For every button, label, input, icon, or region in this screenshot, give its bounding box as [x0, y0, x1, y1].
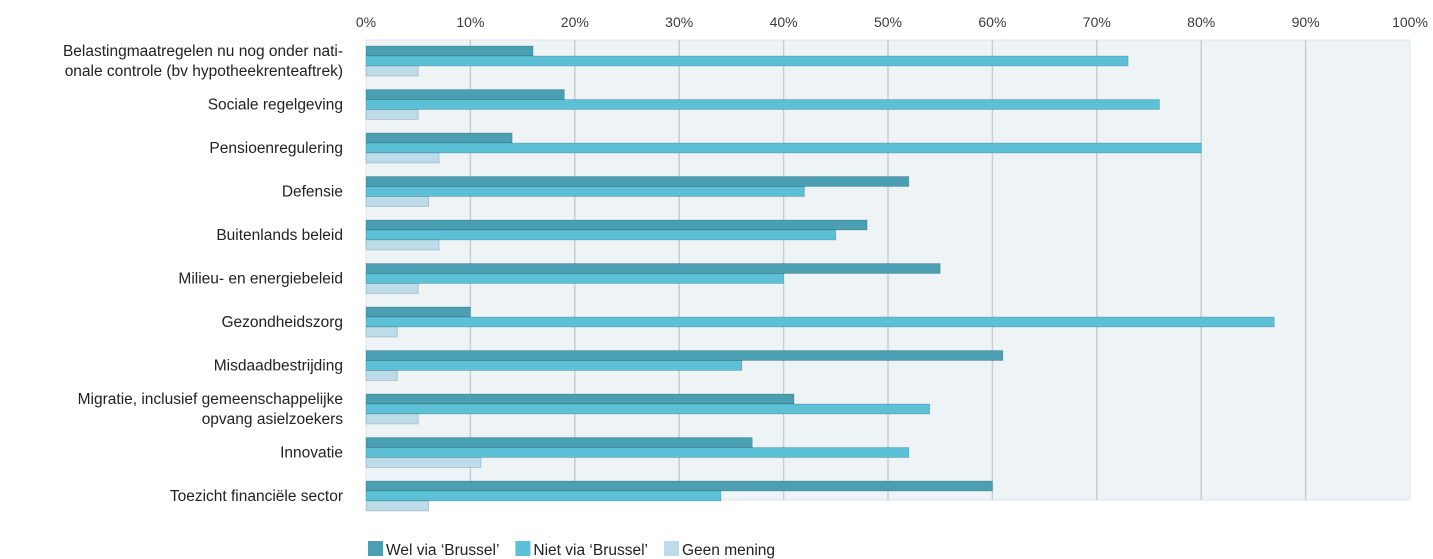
category-label: Misdaadbestrijding: [214, 358, 343, 375]
bar-3: [365, 239, 440, 251]
bar-2: [365, 229, 837, 241]
x-tick-label: 100%: [1392, 14, 1428, 30]
bar-3: [365, 370, 398, 381]
bar-2: [365, 55, 1129, 67]
x-tick-label: 80%: [1187, 14, 1215, 30]
category-label-line: Migratie, inclusief gemeenschappelijke: [78, 391, 343, 408]
category-label-line: Toezicht financiële sector: [170, 488, 343, 505]
category-label-line: Belastingmaatregelen nu nog onder nati-: [63, 43, 343, 60]
x-tick-label: 0%: [356, 14, 376, 30]
x-tick-label: 40%: [770, 14, 798, 30]
category-label-line: Pensioenregulering: [209, 140, 343, 157]
bar-1: [365, 176, 910, 187]
category-label-line: Gezondheidszorg: [222, 314, 344, 331]
bar-2: [365, 99, 1160, 110]
bar-3: [365, 283, 419, 294]
bar-3: [365, 457, 482, 468]
x-tick-label: 60%: [978, 14, 1006, 30]
category-label-line: opvang asielzoekers: [202, 411, 344, 428]
gridlines: [469, 40, 1307, 500]
category-label: Gezondheidszorg: [222, 314, 344, 331]
legend-swatch: [368, 541, 383, 556]
legend-swatch: [515, 541, 531, 556]
category-label-line: Buitenlands beleid: [216, 227, 343, 244]
bar-3: [365, 65, 419, 77]
x-tick-label: 30%: [665, 14, 693, 30]
x-tick-label: 70%: [1083, 14, 1111, 30]
category-label-line: onale controle (bv hypotheekrenteaftrek): [65, 63, 343, 80]
bar-3: [365, 196, 430, 207]
x-tick-label: 20%: [561, 14, 589, 30]
bar-2: [365, 403, 931, 415]
legend-swatch: [663, 541, 679, 556]
bar-2: [365, 490, 722, 502]
x-tick-label: 90%: [1292, 14, 1320, 30]
category-label-line: Defensie: [282, 184, 343, 201]
bar-3: [365, 109, 419, 120]
category-label: Buitenlands beleid: [216, 227, 343, 244]
bar-1: [365, 350, 1004, 361]
bar-3: [365, 326, 398, 338]
x-tick-label: 10%: [456, 14, 484, 30]
category-label: Toezicht financiële sector: [170, 488, 343, 505]
category-labels: Belastingmaatregelen nu nog onder nati-o…: [63, 43, 343, 505]
category-label-line: Sociale regelgeving: [208, 97, 343, 114]
bar-2: [365, 447, 910, 458]
bar-1: [365, 437, 753, 448]
legend-label: Geen mening: [682, 542, 775, 559]
bar-2: [365, 360, 743, 371]
bar-2: [365, 142, 1202, 154]
bar-1: [365, 263, 941, 274]
category-label-line: Milieu- en energiebeleid: [178, 271, 343, 288]
bar-2: [365, 186, 805, 197]
x-tick-label: 50%: [874, 14, 902, 30]
category-label: Milieu- en energiebeleid: [178, 271, 343, 288]
bar-1: [365, 132, 513, 144]
bar-3: [365, 152, 440, 164]
bar-1: [365, 89, 565, 100]
bar-3: [365, 500, 430, 512]
bars: [365, 45, 1275, 512]
bar-1: [365, 219, 868, 231]
bar-1: [365, 306, 471, 318]
category-label-line: Misdaadbestrijding: [214, 358, 343, 375]
bar-2: [365, 273, 785, 284]
category-label: Innovatie: [280, 445, 343, 462]
legend-label: Niet via ‘Brussel’: [533, 542, 648, 559]
category-label: Migratie, inclusief gemeenschappelijke op…: [78, 391, 344, 428]
category-label-line: Innovatie: [280, 445, 343, 462]
bar-1: [365, 480, 993, 492]
category-label: Pensioenregulering: [209, 140, 343, 157]
legend: Wel via ‘Brussel’ Niet via ‘Brussel’ Geen …: [368, 541, 775, 559]
bar-1: [365, 45, 534, 57]
x-axis-ticks: 0% 10% 20% 30% 40% 50% 60% 70% 80% 90% 100%: [356, 14, 1428, 30]
category-label: Sociale regelgeving: [208, 97, 343, 114]
bar-3: [365, 413, 419, 425]
bar-1: [365, 393, 795, 405]
category-label: Defensie: [282, 184, 343, 201]
bar-2: [365, 316, 1275, 328]
category-label: Belastingmaatregelen nu nog onder nati-o…: [63, 43, 343, 80]
legend-label: Wel via ‘Brussel’: [386, 542, 499, 559]
